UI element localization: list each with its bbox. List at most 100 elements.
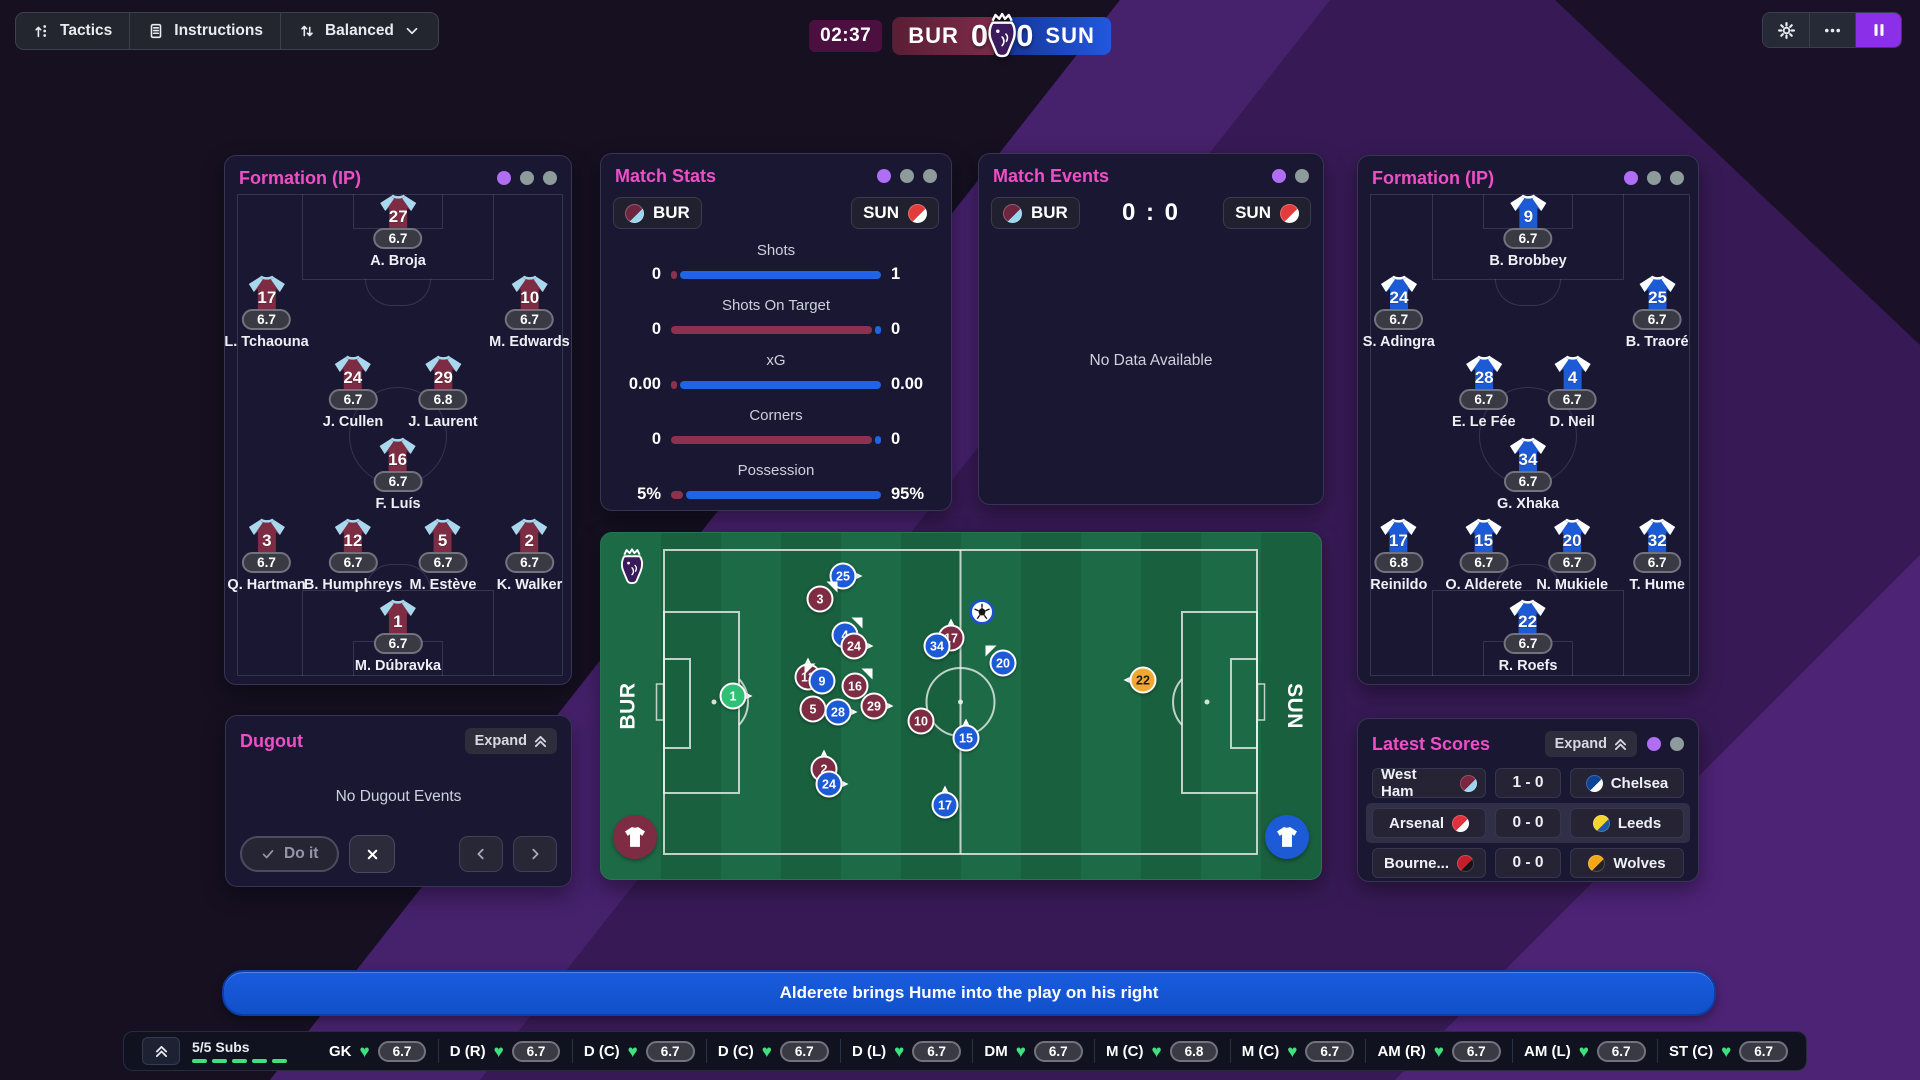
- formation-player-17[interactable]: 17 6.7 L. Tchaouna: [224, 274, 309, 350]
- formation-player-12[interactable]: 12 6.7 B. Humphreys: [304, 517, 402, 593]
- settings-button[interactable]: [1763, 13, 1809, 47]
- formation-player-22[interactable]: 22 6.7 R. Roefs: [1499, 598, 1557, 674]
- fixture-away-cell[interactable]: Leeds: [1570, 808, 1684, 838]
- pitch-player-marker-25[interactable]: 25: [829, 562, 863, 590]
- position-rating-group[interactable]: D (R) ♥ 6.7: [450, 1040, 561, 1062]
- pitch-view[interactable]: BUR SUN 1 25 3 4 24 12 9 16: [600, 532, 1322, 880]
- pitch-player-marker-28[interactable]: 28: [824, 698, 858, 726]
- formation-player-24[interactable]: 24 6.7 J. Cullen: [323, 354, 383, 430]
- mentality-button[interactable]: Balanced: [279, 13, 438, 49]
- formation-player-24[interactable]: 24 6.7 S. Adingra: [1363, 274, 1435, 350]
- panel-dot[interactable]: [1272, 169, 1286, 183]
- position-rating-group[interactable]: D (L) ♥ 6.7: [852, 1040, 962, 1062]
- home-team-chip[interactable]: BUR: [991, 197, 1080, 229]
- panel-dots[interactable]: [1272, 169, 1309, 183]
- panel-dots[interactable]: [877, 169, 937, 183]
- formation-player-16[interactable]: 16 6.7 F. Luís: [373, 436, 423, 512]
- formation-player-17[interactable]: 17 6.8 Reinildo: [1370, 517, 1427, 593]
- pitch-player-marker-16[interactable]: 16: [841, 668, 873, 700]
- away-team-chip[interactable]: SUN: [851, 197, 939, 229]
- formation-player-9[interactable]: 9 6.7 B. Brobbey: [1489, 193, 1567, 269]
- panel-dot[interactable]: [1670, 737, 1684, 751]
- next-event-button[interactable]: [513, 836, 557, 872]
- formation-player-3[interactable]: 3 6.7 Q. Hartman: [227, 517, 306, 593]
- pitch-player-marker-17[interactable]: 17: [931, 785, 959, 819]
- home-team-chip[interactable]: BUR: [613, 197, 702, 229]
- formation-player-10[interactable]: 10 6.7 M. Edwards: [489, 274, 570, 350]
- formation-player-15[interactable]: 15 6.7 O. Alderete: [1445, 517, 1522, 593]
- position-rating-group[interactable]: M (C) ♥ 6.8: [1106, 1040, 1219, 1062]
- previous-event-button[interactable]: [459, 836, 503, 872]
- panel-dots[interactable]: [1647, 737, 1684, 751]
- panel-dot[interactable]: [923, 169, 937, 183]
- score-row[interactable]: Arsenal 0 - 0 Leeds: [1366, 803, 1690, 843]
- pitch-player-marker-10[interactable]: 10: [907, 707, 935, 735]
- panel-dot[interactable]: [543, 171, 557, 185]
- instructions-button[interactable]: Instructions: [129, 13, 280, 49]
- formation-player-4[interactable]: 4 6.7 D. Neil: [1547, 354, 1597, 430]
- formation-player-1[interactable]: 1 6.7 M. Dúbravka: [355, 598, 441, 674]
- dugout-expand-button[interactable]: Expand: [464, 728, 557, 754]
- player-rating: 6.7: [505, 552, 554, 573]
- away-team-chip[interactable]: SUN: [1223, 197, 1311, 229]
- pitch-player-marker-34[interactable]: 34: [923, 632, 951, 660]
- formation-player-5[interactable]: 5 6.7 M. Estève: [410, 517, 476, 593]
- panel-dot[interactable]: [877, 169, 891, 183]
- formation-player-29[interactable]: 29 6.8 J. Laurent: [408, 354, 478, 430]
- pitch-player-marker-20[interactable]: 20: [985, 645, 1017, 677]
- pitch-player-marker-29[interactable]: 29: [860, 692, 894, 720]
- position-rating-group[interactable]: DM ♥ 6.7: [984, 1040, 1083, 1062]
- formation-player-28[interactable]: 28 6.7 E. Le Fée: [1452, 354, 1516, 430]
- collapse-bar-button[interactable]: [142, 1037, 180, 1065]
- score-row[interactable]: West Ham 1 - 0 Chelsea: [1366, 763, 1690, 803]
- formation-player-25[interactable]: 25 6.7 B. Traoré: [1626, 274, 1689, 350]
- panel-dot[interactable]: [1624, 171, 1638, 185]
- fixture-home-cell[interactable]: Arsenal: [1372, 808, 1486, 838]
- pitch-player-marker-3[interactable]: 3: [806, 581, 838, 613]
- panel-dot[interactable]: [1647, 171, 1661, 185]
- panel-dots[interactable]: [497, 171, 557, 185]
- panel-dot[interactable]: [497, 171, 511, 185]
- position-rating-group[interactable]: AM (R) ♥ 6.7: [1377, 1040, 1501, 1062]
- panel-dot[interactable]: [1295, 169, 1309, 183]
- pitch-player-marker-5[interactable]: 5: [799, 695, 827, 723]
- scores-expand-button[interactable]: Expand: [1544, 731, 1637, 757]
- pitch-player-marker-9[interactable]: 9: [804, 663, 836, 695]
- more-options-button[interactable]: [1809, 13, 1855, 47]
- formation-player-34[interactable]: 34 6.7 G. Xhaka: [1497, 436, 1559, 512]
- dismiss-button[interactable]: [349, 835, 396, 873]
- position-rating-group[interactable]: D (C) ♥ 6.7: [718, 1040, 829, 1062]
- panel-dot[interactable]: [520, 171, 534, 185]
- pitch-player-marker-15[interactable]: 15: [952, 718, 980, 752]
- pitch-player-marker-24[interactable]: 24: [840, 632, 874, 660]
- do-it-button[interactable]: Do it: [240, 836, 340, 872]
- fixture-away-cell[interactable]: Chelsea: [1570, 768, 1684, 798]
- formation-player-32[interactable]: 32 6.7 T. Hume: [1629, 517, 1685, 593]
- subs-dashes: [192, 1059, 287, 1063]
- pitch-player-marker-22[interactable]: 22: [1123, 666, 1157, 694]
- panel-dot[interactable]: [1647, 737, 1661, 751]
- away-kit-badge[interactable]: [1265, 815, 1309, 859]
- position-rating-group[interactable]: M (C) ♥ 6.7: [1242, 1040, 1355, 1062]
- panel-dot[interactable]: [1670, 171, 1684, 185]
- position-rating-group[interactable]: GK ♥ 6.7: [329, 1040, 427, 1062]
- fixture-away-cell[interactable]: Wolves: [1570, 848, 1684, 878]
- pitch-player-marker-1[interactable]: 1: [719, 682, 753, 710]
- stat-away-value: 1: [891, 265, 901, 283]
- panel-title: Match Stats: [615, 166, 717, 186]
- tactics-button[interactable]: Tactics: [16, 13, 129, 49]
- panel-dot[interactable]: [900, 169, 914, 183]
- formation-player-27[interactable]: 27 6.7 A. Broja: [370, 193, 426, 269]
- fixture-home-cell[interactable]: Bourne...: [1372, 848, 1486, 878]
- formation-player-20[interactable]: 20 6.7 N. Mukiele: [1536, 517, 1608, 593]
- pitch-player-marker-24[interactable]: 24: [815, 770, 849, 798]
- panel-dots[interactable]: [1624, 171, 1684, 185]
- position-rating-group[interactable]: AM (L) ♥ 6.7: [1524, 1040, 1646, 1062]
- position-rating-group[interactable]: ST (C) ♥ 6.7: [1669, 1040, 1788, 1062]
- formation-player-2[interactable]: 2 6.7 K. Walker: [497, 517, 562, 593]
- score-row[interactable]: Bourne... 0 - 0 Wolves: [1366, 843, 1690, 883]
- home-kit-badge[interactable]: [613, 815, 657, 859]
- position-rating-group[interactable]: D (C) ♥ 6.7: [584, 1040, 695, 1062]
- pause-button[interactable]: [1855, 13, 1901, 47]
- fixture-home-cell[interactable]: West Ham: [1372, 766, 1486, 800]
